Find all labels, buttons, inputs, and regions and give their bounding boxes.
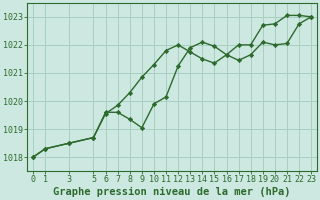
X-axis label: Graphe pression niveau de la mer (hPa): Graphe pression niveau de la mer (hPa): [53, 187, 291, 197]
